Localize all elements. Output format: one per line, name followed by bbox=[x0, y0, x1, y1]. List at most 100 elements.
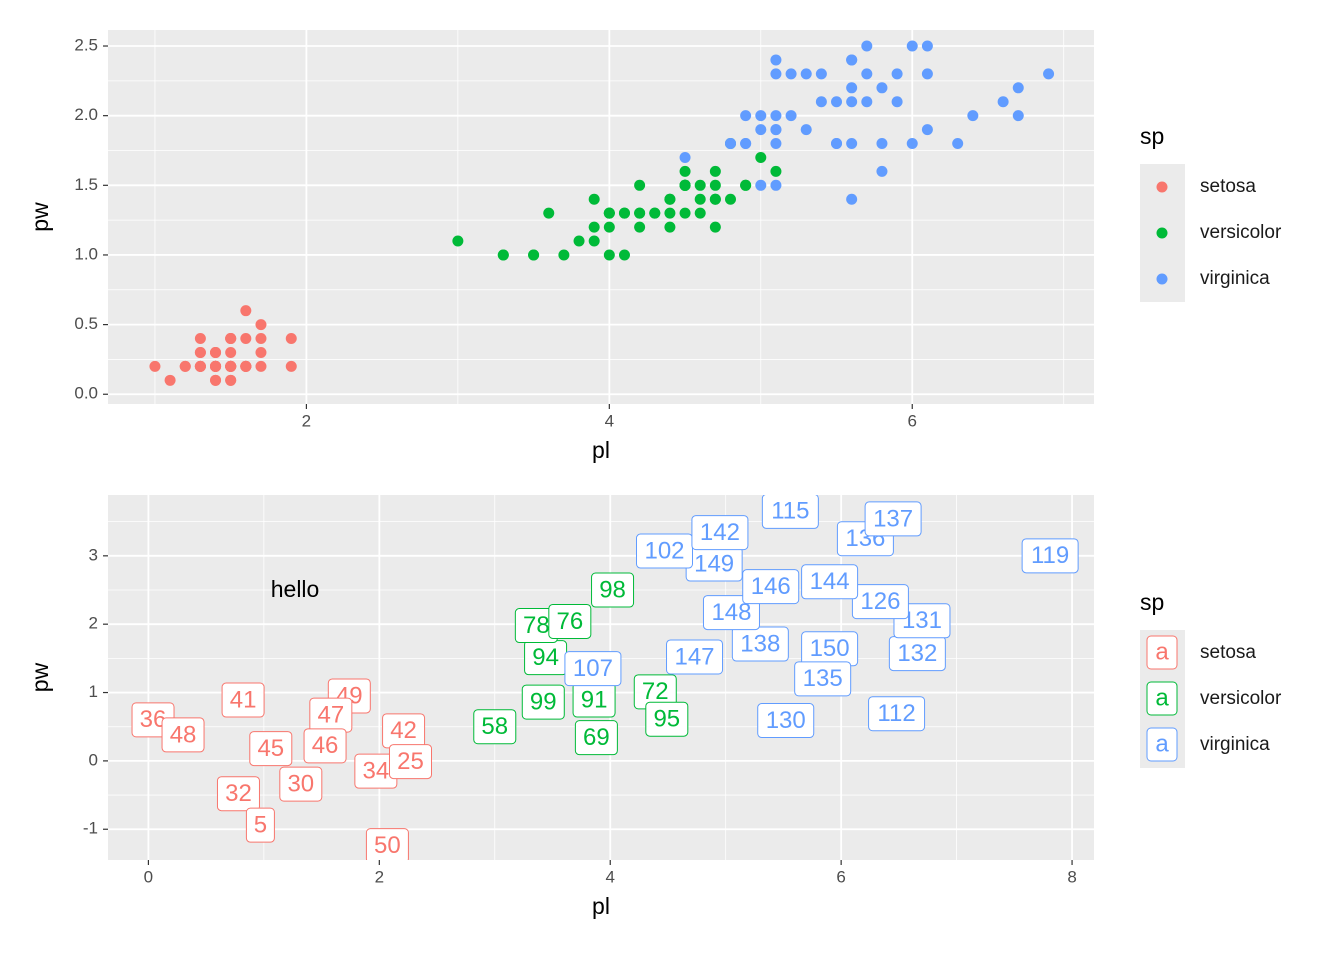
point-label: 32 bbox=[225, 780, 252, 807]
point-label: 130 bbox=[766, 707, 806, 734]
point bbox=[679, 165, 691, 177]
point bbox=[815, 96, 827, 108]
point-label: 126 bbox=[860, 588, 900, 615]
annotation: hello bbox=[271, 576, 320, 602]
label-box bbox=[365, 828, 409, 860]
point-label: 137 bbox=[873, 505, 913, 532]
y-tick-label: 2 bbox=[89, 614, 98, 633]
point bbox=[967, 110, 979, 122]
point bbox=[603, 221, 615, 233]
point bbox=[210, 374, 222, 386]
x-tick-label: 4 bbox=[606, 867, 615, 886]
label-box bbox=[591, 572, 635, 608]
point bbox=[497, 249, 509, 261]
point bbox=[724, 138, 736, 150]
point-label: 45 bbox=[257, 735, 284, 762]
point-label: 149 bbox=[694, 550, 734, 577]
label-box bbox=[761, 495, 819, 529]
point bbox=[664, 193, 676, 205]
x-axis-title: pl bbox=[592, 437, 610, 463]
point-label: 72 bbox=[642, 678, 669, 705]
point bbox=[815, 68, 827, 80]
point bbox=[952, 138, 964, 150]
label-box bbox=[702, 595, 760, 631]
legend-label: setosa bbox=[1200, 176, 1256, 197]
y-axis-title: pw bbox=[27, 202, 53, 232]
point bbox=[679, 179, 691, 191]
point bbox=[164, 374, 176, 386]
point bbox=[755, 179, 767, 191]
point-label: 41 bbox=[230, 686, 257, 713]
point-label: 98 bbox=[599, 576, 626, 603]
point bbox=[588, 221, 600, 233]
point bbox=[876, 165, 888, 177]
point-label: 69 bbox=[583, 724, 610, 751]
point bbox=[285, 333, 297, 345]
point-label: 50 bbox=[374, 832, 401, 859]
point bbox=[876, 138, 888, 150]
x-tick-label: 8 bbox=[1067, 867, 1076, 886]
point bbox=[921, 124, 933, 136]
point bbox=[588, 235, 600, 247]
legend-label: versicolor bbox=[1200, 222, 1282, 243]
x-tick-label: 6 bbox=[836, 867, 845, 886]
point bbox=[1012, 110, 1024, 122]
label-box bbox=[574, 720, 618, 756]
legend-key-point bbox=[1156, 227, 1168, 239]
point bbox=[255, 360, 267, 372]
label-box bbox=[645, 701, 689, 737]
legend-key-label: a bbox=[1155, 730, 1169, 757]
point-label: 46 bbox=[312, 732, 339, 759]
label-box bbox=[303, 728, 347, 764]
label-box bbox=[864, 501, 922, 537]
point bbox=[906, 138, 918, 150]
point-label: 147 bbox=[674, 643, 714, 670]
label-box bbox=[691, 515, 749, 551]
y-tick-label: 2.0 bbox=[74, 105, 98, 124]
y-tick-label: 0.0 bbox=[74, 384, 98, 403]
point-label: 135 bbox=[803, 665, 843, 692]
point bbox=[255, 333, 267, 345]
point bbox=[770, 179, 782, 191]
point-label: 102 bbox=[644, 537, 684, 564]
point-label: 99 bbox=[530, 688, 557, 715]
point bbox=[755, 124, 767, 136]
point bbox=[1012, 82, 1024, 94]
point bbox=[528, 249, 540, 261]
point-label: 48 bbox=[170, 721, 197, 748]
point bbox=[558, 249, 570, 261]
point bbox=[770, 68, 782, 80]
legend-label: setosa bbox=[1200, 642, 1256, 663]
point bbox=[240, 333, 252, 345]
point bbox=[876, 82, 888, 94]
label-box bbox=[742, 569, 800, 605]
label-box bbox=[279, 766, 323, 802]
point bbox=[634, 207, 646, 219]
point bbox=[210, 360, 222, 372]
point-label: 146 bbox=[751, 573, 791, 600]
x-tick-label: 2 bbox=[375, 867, 384, 886]
point bbox=[709, 179, 721, 191]
point bbox=[285, 360, 297, 372]
point bbox=[194, 333, 206, 345]
point bbox=[740, 138, 752, 150]
point-label: 115 bbox=[771, 498, 809, 525]
y-tick-label: 1.5 bbox=[74, 175, 98, 194]
point bbox=[800, 124, 812, 136]
label-box bbox=[388, 744, 432, 780]
point bbox=[618, 249, 630, 261]
y-tick-label: 3 bbox=[89, 545, 98, 564]
legend-key-box bbox=[1146, 635, 1178, 670]
point bbox=[709, 193, 721, 205]
point bbox=[846, 138, 858, 150]
point-label: 95 bbox=[653, 706, 680, 733]
point-label: 138 bbox=[740, 630, 780, 657]
point bbox=[831, 138, 843, 150]
label-box bbox=[216, 776, 260, 812]
label-box bbox=[757, 703, 815, 739]
point-label: 112 bbox=[877, 700, 915, 727]
point-label: 47 bbox=[317, 701, 344, 728]
label-box bbox=[731, 626, 789, 662]
